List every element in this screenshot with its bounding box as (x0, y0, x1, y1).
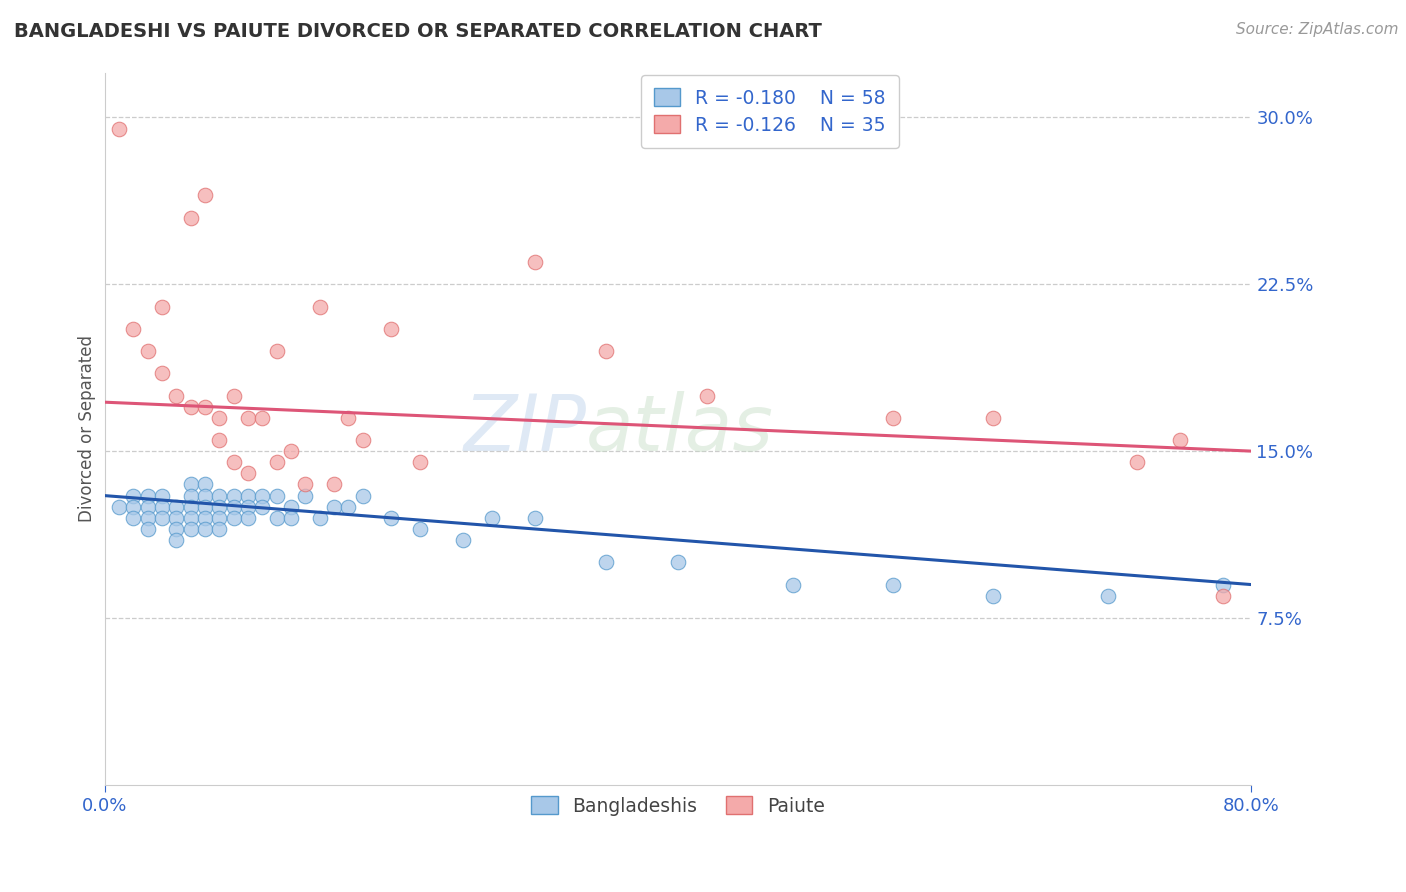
Point (308, 511, 330, 525)
Point (222, 388, 245, 402)
Point (208, 500, 231, 514)
Text: ZIP: ZIP (463, 391, 586, 467)
Point (136, 500, 159, 514)
Point (409, 455, 432, 469)
Point (194, 500, 217, 514)
Point (252, 500, 274, 514)
Point (409, 522, 432, 536)
Point (208, 522, 231, 536)
Point (222, 500, 245, 514)
Point (451, 533, 474, 547)
Point (194, 489, 217, 503)
Point (236, 489, 259, 503)
Point (194, 477, 217, 491)
Point (294, 489, 316, 503)
Point (280, 511, 302, 525)
Point (136, 522, 159, 536)
Point (108, 121, 131, 136)
Point (208, 433, 231, 447)
Text: atlas: atlas (586, 391, 775, 467)
Point (323, 477, 346, 491)
Point (136, 489, 159, 503)
Point (150, 500, 173, 514)
Point (266, 344, 288, 359)
Point (666, 555, 689, 569)
Point (136, 511, 159, 525)
Point (222, 511, 245, 525)
Point (308, 300, 330, 314)
Point (208, 410, 231, 425)
Point (165, 500, 187, 514)
Point (150, 366, 173, 380)
Point (222, 489, 245, 503)
Point (180, 500, 202, 514)
Point (882, 577, 904, 591)
Point (165, 533, 187, 547)
Point (208, 511, 231, 525)
Point (882, 410, 904, 425)
Point (252, 489, 274, 503)
Point (380, 511, 402, 525)
Point (122, 489, 145, 503)
Point (180, 211, 202, 225)
Point (696, 388, 718, 402)
Text: Source: ZipAtlas.com: Source: ZipAtlas.com (1236, 22, 1399, 37)
Point (208, 489, 231, 503)
Point (352, 489, 374, 503)
Point (252, 410, 274, 425)
Point (222, 455, 245, 469)
Point (180, 511, 202, 525)
Point (150, 300, 173, 314)
Point (294, 477, 316, 491)
Point (1097, 589, 1119, 603)
Point (337, 410, 360, 425)
Point (523, 255, 546, 269)
Point (266, 511, 288, 525)
Point (165, 388, 187, 402)
Point (180, 489, 202, 503)
Point (150, 511, 173, 525)
Point (108, 500, 131, 514)
Point (150, 489, 173, 503)
Point (1212, 577, 1234, 591)
Point (983, 410, 1005, 425)
Point (280, 444, 302, 458)
Point (136, 344, 159, 359)
Point (236, 511, 259, 525)
Point (194, 400, 217, 414)
Point (266, 489, 288, 503)
Point (1125, 455, 1147, 469)
Point (194, 188, 217, 202)
Point (1212, 589, 1234, 603)
Point (337, 500, 360, 514)
Point (782, 577, 804, 591)
Point (180, 522, 202, 536)
Point (523, 511, 546, 525)
Point (481, 511, 503, 525)
Point (122, 322, 145, 336)
Point (165, 522, 187, 536)
Point (1168, 433, 1191, 447)
Point (983, 589, 1005, 603)
Point (180, 400, 202, 414)
Point (180, 477, 202, 491)
Point (323, 500, 346, 514)
Point (380, 322, 402, 336)
Y-axis label: Divorced or Separated: Divorced or Separated (79, 335, 96, 523)
Point (595, 344, 617, 359)
Point (122, 500, 145, 514)
Point (236, 467, 259, 481)
Legend: Bangladeshis, Paiute: Bangladeshis, Paiute (522, 787, 834, 825)
Point (236, 500, 259, 514)
Point (595, 555, 617, 569)
Point (122, 511, 145, 525)
Point (352, 433, 374, 447)
Point (194, 511, 217, 525)
Point (194, 522, 217, 536)
Point (236, 410, 259, 425)
Text: BANGLADESHI VS PAIUTE DIVORCED OR SEPARATED CORRELATION CHART: BANGLADESHI VS PAIUTE DIVORCED OR SEPARA… (14, 22, 823, 41)
Point (165, 511, 187, 525)
Point (280, 500, 302, 514)
Point (266, 455, 288, 469)
